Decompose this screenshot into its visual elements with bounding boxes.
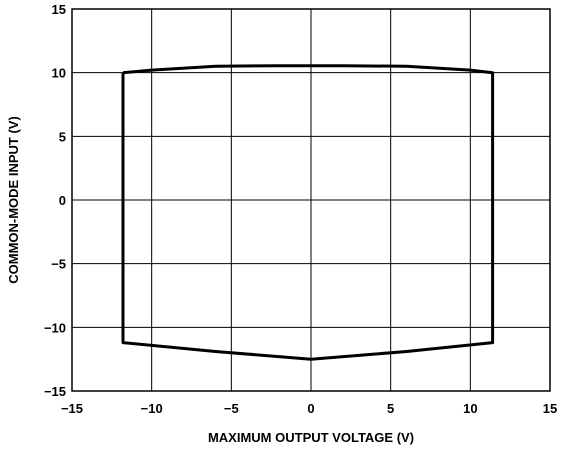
x-tick-label: 5 bbox=[387, 401, 394, 416]
y-tick-label: 10 bbox=[52, 66, 66, 81]
plot-frame bbox=[71, 8, 551, 392]
y-tick-label: 0 bbox=[59, 193, 66, 208]
y-tick-label: −10 bbox=[44, 320, 66, 335]
x-tick-label: −15 bbox=[61, 401, 83, 416]
y-tick-label: −15 bbox=[44, 384, 66, 399]
x-tick-label: −5 bbox=[224, 401, 239, 416]
x-tick-label: 10 bbox=[463, 401, 477, 416]
y-tick-label: 15 bbox=[52, 2, 66, 17]
x-axis-title: MAXIMUM OUTPUT VOLTAGE (V) bbox=[208, 430, 414, 445]
y-tick-label: −5 bbox=[51, 257, 66, 272]
x-tick-label: −10 bbox=[141, 401, 163, 416]
y-tick-labels: −15 −10 −5 0 5 10 15 bbox=[44, 2, 66, 399]
x-tick-label: 0 bbox=[307, 401, 314, 416]
x-tick-labels: −15 −10 −5 0 5 10 15 bbox=[61, 401, 557, 416]
series-line bbox=[121, 64, 495, 361]
x-tick-label: 15 bbox=[543, 401, 557, 416]
y-tick-label: 5 bbox=[59, 129, 66, 144]
y-axis-title: COMMON-MODE INPUT (V) bbox=[6, 116, 21, 284]
